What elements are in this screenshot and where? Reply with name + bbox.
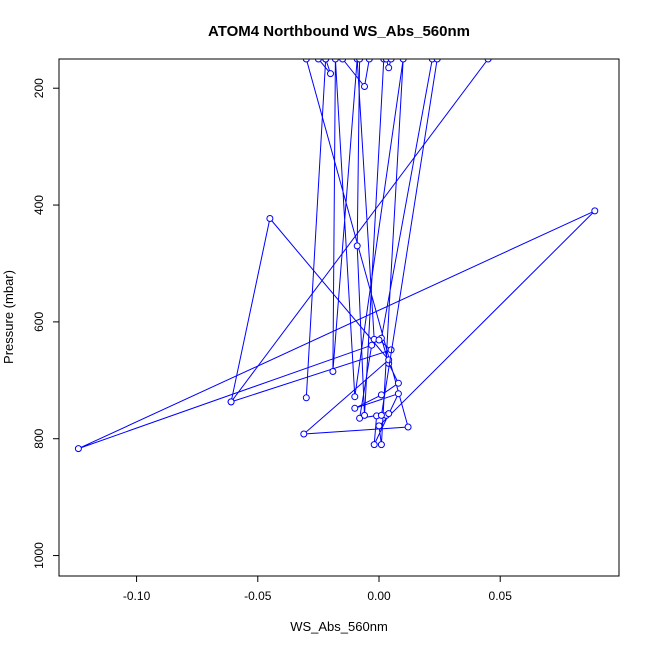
data-point [377,441,385,449]
series-layer [74,59,599,453]
data-point [361,83,368,90]
data-point [356,59,364,63]
data-point [329,368,337,375]
data-point [227,398,235,406]
data-point [74,445,82,453]
y-tick-label: 600 [32,312,46,332]
data-point [368,341,376,349]
data-point [375,422,383,430]
series-line-3 [356,59,385,416]
series-line-2 [305,59,327,398]
y-axis-label: Pressure (mbar) [1,270,16,364]
data-point [365,59,373,63]
data-point [314,59,322,63]
data-point [484,59,492,63]
y-tick-label: 400 [32,195,46,215]
data-point [322,59,330,63]
data-point [339,59,347,63]
x-axis-label: WS_Abs_560nm [290,619,388,634]
data-point [375,336,383,344]
data-point [351,404,359,412]
data-point [404,423,412,431]
series-line-1 [78,59,596,450]
data-point [385,410,393,418]
data-point [300,430,308,438]
data-point [377,391,385,399]
y-tick-label: 200 [32,78,46,98]
data-point [370,441,378,449]
data-point [377,411,385,419]
data-point [266,215,274,222]
x-tick-label: 0.00 [367,589,391,603]
y-tick-label: 800 [32,428,46,448]
data-point [353,242,361,250]
x-tick-label: 0.05 [489,589,513,603]
x-tick-label: -0.10 [123,589,151,603]
y-tick-label: 1000 [32,542,46,569]
y-axis: 200 400 600 800 1000 [32,78,60,569]
data-point [302,59,310,63]
data-point [302,394,310,402]
x-axis: -0.10 -0.05 0.00 0.05 [123,575,513,603]
series-line-8 [380,59,438,416]
data-point [331,59,339,63]
data-point [327,70,334,78]
data-point [394,379,402,387]
data-point [361,411,368,419]
data-point [394,390,402,398]
data-point [433,59,441,63]
data-point [385,64,393,72]
series-line-4 [230,59,489,403]
chart-title: ATOM4 Northbound WS_Abs_560nm [208,23,470,40]
data-point [399,59,407,63]
x-tick-label: -0.05 [244,589,272,603]
data-point [351,393,359,401]
plot-frame [58,58,620,577]
data-point [591,207,599,215]
data-point [387,59,395,63]
